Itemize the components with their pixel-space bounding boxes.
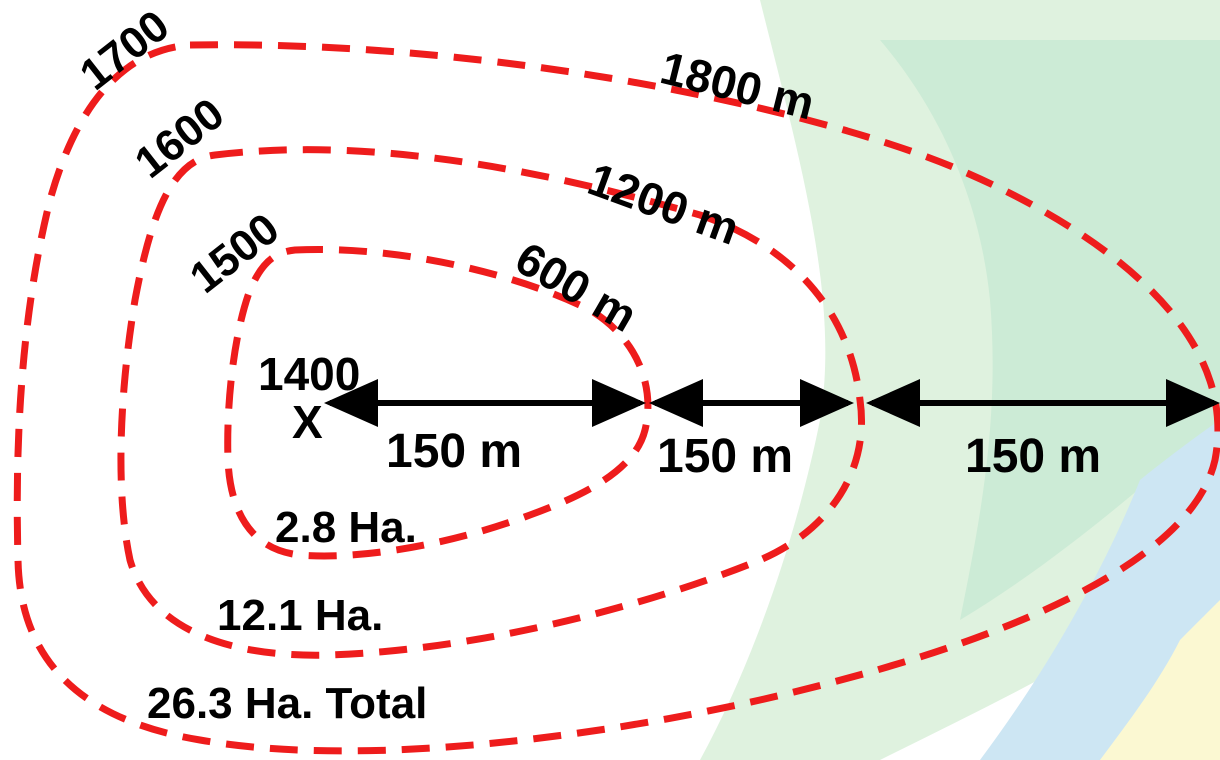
- contour-1500: [224, 245, 652, 560]
- contour-1500-distance-label: 600 m: [507, 232, 646, 342]
- contour-1600-area-label: 12.1 Ha.: [217, 591, 383, 640]
- bg-yellow-shape: [1100, 600, 1220, 760]
- contour-1500-time-label: 1500: [181, 204, 288, 303]
- segment-3-label: 150 m: [965, 430, 1101, 483]
- segment-1-label: 150 m: [386, 425, 522, 478]
- segment-2-label: 150 m: [657, 430, 793, 483]
- contour-1600-distance-label: 1200 m: [582, 153, 746, 255]
- contour-1500-area-label: 2.8 Ha.: [275, 503, 417, 552]
- contour-1700: [13, 41, 1220, 755]
- contour-1700-time-label: 1700: [71, 1, 178, 100]
- bg-blue-shape: [980, 420, 1220, 760]
- origin-marker: X: [292, 396, 323, 448]
- origin-label: 1400: [258, 348, 360, 400]
- contour-1700-area-label: 26.3 Ha. Total: [147, 679, 427, 728]
- bg-green-shape-inner: [880, 40, 1220, 620]
